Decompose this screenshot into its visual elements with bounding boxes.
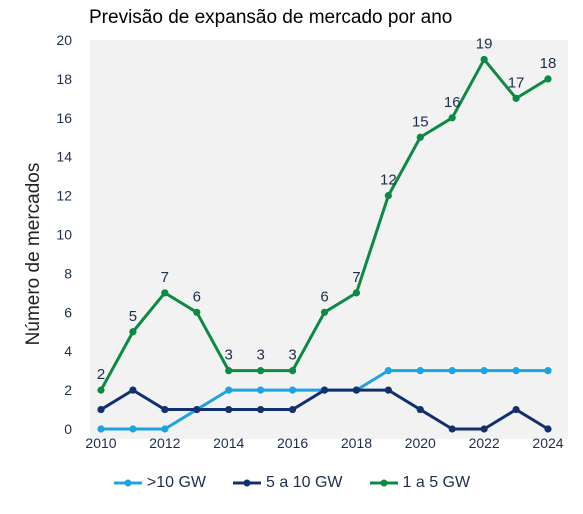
data-label: 18 [540, 55, 557, 72]
data-point [448, 425, 456, 433]
y-axis-label-group: Número de mercados [23, 163, 44, 346]
chart-title: Previsão de expansão de mercado por ano [89, 7, 453, 28]
data-label: 6 [320, 288, 328, 305]
legend-item: 5 a 10 GW [232, 474, 343, 492]
legend-item: 1 a 5 GW [369, 474, 471, 492]
data-point [352, 386, 361, 394]
x-tick-label: 2018 [341, 435, 372, 451]
data-point [129, 328, 137, 336]
x-tick-label: 2010 [85, 435, 116, 451]
data-point [512, 94, 520, 102]
data-point [416, 133, 424, 141]
data-point [257, 367, 265, 375]
data-label: 7 [161, 269, 169, 286]
y-tick-label: 12 [56, 188, 72, 204]
plot-area [90, 40, 568, 439]
data-point [416, 405, 424, 414]
data-point [384, 192, 392, 200]
y-tick-label: 6 [64, 304, 72, 320]
data-point [129, 386, 137, 394]
y-tick-label: 2 [64, 382, 72, 398]
data-point [448, 367, 456, 375]
legend-label: 5 a 10 GW [266, 474, 343, 491]
data-point [448, 114, 456, 122]
data-point [544, 75, 552, 83]
data-point [320, 386, 329, 394]
y-axis-label: Número de mercados [23, 163, 44, 346]
data-label: 17 [508, 74, 525, 91]
data-point [225, 405, 233, 414]
data-point [129, 425, 137, 433]
x-tick-label: 2024 [532, 435, 563, 451]
y-tick-label: 16 [56, 110, 72, 126]
data-label: 6 [193, 288, 201, 305]
x-tick-label: 2012 [149, 435, 180, 451]
y-tick-label: 18 [56, 71, 72, 87]
legend-label: >10 GW [146, 474, 207, 491]
data-label: 7 [352, 269, 360, 286]
y-tick-label: 0 [64, 421, 72, 437]
data-point [512, 405, 520, 414]
data-point [512, 367, 520, 375]
data-label: 19 [476, 35, 493, 52]
data-label: 12 [380, 172, 397, 189]
y-tick-label: 10 [56, 227, 72, 243]
legend: >10 GW 5 a 10 GW 1 a 5 GW [0, 474, 583, 492]
data-point [480, 425, 488, 433]
x-tick-label: 2016 [277, 435, 308, 451]
data-point [416, 367, 424, 375]
data-point [97, 425, 105, 433]
data-label: 2 [97, 366, 105, 383]
data-label: 16 [444, 94, 461, 111]
data-point [257, 405, 265, 414]
data-point [544, 425, 552, 433]
data-point [97, 405, 105, 414]
data-point [352, 289, 361, 297]
y-ticks: 0 2 4 6 8 10 12 14 16 18 20 [56, 32, 72, 437]
x-tick-label: 2022 [469, 435, 500, 451]
legend-swatch [369, 479, 398, 487]
data-label: 3 [225, 347, 233, 364]
data-point [320, 308, 329, 316]
data-point [193, 405, 201, 414]
legend-item: >10 GW [113, 474, 206, 492]
data-point [480, 55, 488, 64]
data-point [288, 367, 297, 375]
data-point [161, 405, 169, 414]
data-point [225, 367, 233, 375]
line-chart: Número de mercados 0 2 4 6 8 10 12 14 16 18 20 201… [23, 32, 568, 451]
legend-swatch [113, 479, 142, 487]
legend-swatch [233, 479, 262, 487]
x-tick-label: 2014 [213, 435, 244, 451]
data-point [193, 308, 201, 316]
x-tick-label: 2020 [405, 435, 436, 451]
data-point [480, 367, 488, 375]
data-point [161, 425, 169, 433]
data-point [97, 386, 105, 394]
data-point [225, 386, 233, 394]
data-point [161, 289, 169, 297]
data-point [384, 386, 392, 394]
data-point [288, 405, 297, 414]
data-point [257, 386, 265, 394]
y-tick-label: 20 [56, 32, 72, 48]
data-point [384, 367, 392, 375]
data-point [288, 386, 297, 394]
legend-label: 1 a 5 GW [402, 474, 471, 491]
series-group [97, 55, 552, 433]
data-label: 3 [256, 347, 264, 364]
data-labels: 2 5 7 6 3 3 3 6 7 12 15 16 19 17 18 [97, 35, 557, 383]
data-point [544, 367, 552, 375]
x-ticks: 2010 2012 2014 2016 2018 2020 2022 2024 [85, 435, 563, 451]
y-tick-label: 4 [64, 343, 72, 359]
data-label: 3 [288, 347, 296, 364]
y-tick-label: 14 [56, 149, 72, 165]
data-label: 15 [412, 113, 429, 130]
y-tick-label: 8 [64, 265, 72, 281]
data-label: 5 [129, 308, 137, 325]
